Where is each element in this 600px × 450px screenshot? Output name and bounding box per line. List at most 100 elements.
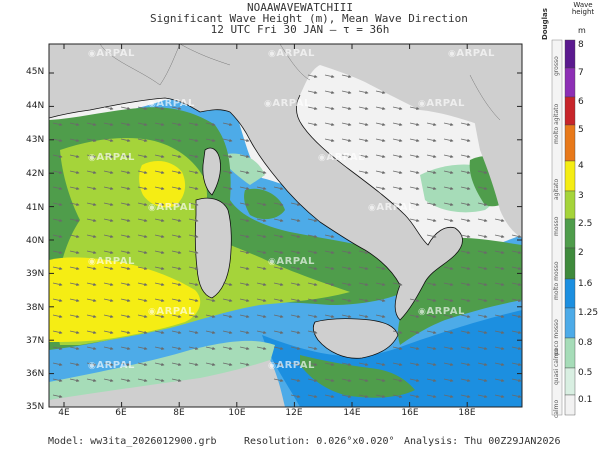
legend-value-0-5: 0.5 — [578, 368, 593, 378]
direction-arrow — [511, 330, 522, 334]
lat-label-45n: 45N — [26, 67, 45, 77]
direction-arrow — [171, 234, 182, 238]
direction-arrow — [460, 282, 471, 286]
land-corsica — [202, 148, 221, 195]
direction-arrow — [324, 90, 335, 94]
direction-arrow — [324, 298, 335, 302]
direction-arrow — [69, 234, 80, 238]
direction-arrow — [460, 330, 471, 334]
direction-arrow — [154, 186, 165, 190]
direction-arrow — [137, 170, 148, 174]
direction-arrow — [222, 282, 233, 286]
direction-arrow — [256, 234, 267, 238]
direction-arrow — [307, 122, 318, 126]
direction-arrow — [460, 154, 471, 158]
direction-arrow — [69, 218, 80, 222]
direction-arrow — [409, 138, 420, 142]
direction-arrow — [205, 298, 216, 302]
direction-arrow — [154, 170, 165, 174]
direction-arrow — [460, 170, 471, 174]
direction-arrow — [494, 330, 505, 334]
direction-arrow — [120, 250, 131, 254]
direction-arrow — [154, 154, 165, 158]
direction-arrow — [86, 122, 97, 126]
direction-arrow — [324, 74, 335, 78]
direction-arrow — [477, 170, 488, 174]
lon-label-18e: 18E — [458, 408, 476, 418]
border-lines — [99, 44, 501, 121]
direction-arrow — [324, 234, 335, 238]
direction-arrow — [103, 170, 114, 174]
direction-arrow — [52, 122, 63, 126]
direction-arrow — [103, 138, 114, 142]
lon-label-16e: 16E — [401, 408, 419, 418]
direction-arrow — [171, 154, 182, 158]
legend-color-band — [564, 218, 576, 249]
direction-arrow — [324, 394, 335, 398]
direction-arrow — [273, 218, 284, 222]
direction-arrow — [494, 250, 505, 254]
direction-arrow — [494, 362, 505, 366]
direction-arrow — [69, 202, 80, 206]
direction-arrow — [137, 218, 148, 222]
direction-arrow — [222, 138, 233, 142]
direction-arrow — [409, 346, 420, 350]
direction-arrow — [358, 138, 369, 142]
legend-scale-name: Douglas — [541, 8, 549, 40]
direction-arrow — [341, 90, 352, 94]
direction-arrow — [256, 298, 267, 302]
direction-arrow — [409, 154, 420, 158]
direction-arrow — [256, 218, 267, 222]
direction-arrow — [409, 394, 420, 398]
direction-arrow — [69, 154, 80, 158]
lat-label-41n: 41N — [26, 203, 45, 213]
legend-word-grosso: grosso — [553, 56, 560, 76]
direction-arrow — [341, 138, 352, 142]
direction-arrow — [86, 170, 97, 174]
direction-arrow — [409, 378, 420, 382]
direction-arrow — [494, 282, 505, 286]
direction-arrow — [188, 266, 199, 270]
direction-arrow — [120, 378, 131, 382]
direction-arrow — [222, 330, 233, 334]
direction-arrow — [103, 298, 114, 302]
direction-arrow — [154, 282, 165, 286]
direction-arrow — [290, 218, 301, 222]
watermark-15: ARPAL — [88, 360, 135, 371]
direction-arrow — [69, 314, 80, 318]
lon-label-6e: 6E — [115, 408, 127, 418]
direction-arrow — [103, 282, 114, 286]
direction-arrow — [69, 346, 80, 350]
direction-arrow — [154, 298, 165, 302]
direction-arrow — [137, 266, 148, 270]
direction-arrow — [52, 202, 63, 206]
watermark-1: ARPAL — [88, 48, 135, 59]
direction-arrow — [239, 282, 250, 286]
direction-arrow — [103, 346, 114, 350]
direction-arrow — [477, 298, 488, 302]
direction-arrow — [324, 378, 335, 382]
light-green-north-tyrrhenian — [222, 153, 265, 185]
direction-arrow — [477, 378, 488, 382]
direction-arrow — [324, 138, 335, 142]
direction-arrow — [239, 138, 250, 142]
direction-arrow — [460, 138, 471, 142]
direction-arrow — [409, 362, 420, 366]
legend-value-4: 4 — [578, 161, 584, 171]
direction-arrow — [409, 122, 420, 126]
direction-arrow — [443, 362, 454, 366]
direction-arrow — [324, 250, 335, 254]
direction-arrow — [137, 314, 148, 318]
land-sicily — [313, 318, 398, 359]
direction-arrow — [375, 90, 386, 94]
direction-arrow — [103, 106, 114, 110]
watermark-6: ARPAL — [418, 98, 465, 109]
direction-arrow — [409, 330, 420, 334]
direction-arrow — [239, 362, 250, 366]
coastline-sardinia — [194, 197, 232, 299]
direction-arrow — [511, 314, 522, 318]
direction-arrow — [477, 282, 488, 286]
direction-arrow — [120, 122, 131, 126]
direction-arrow — [477, 218, 488, 222]
